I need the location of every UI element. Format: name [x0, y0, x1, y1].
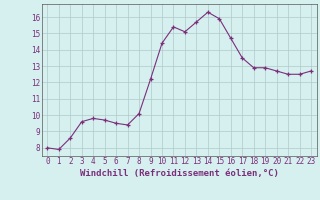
X-axis label: Windchill (Refroidissement éolien,°C): Windchill (Refroidissement éolien,°C): [80, 169, 279, 178]
